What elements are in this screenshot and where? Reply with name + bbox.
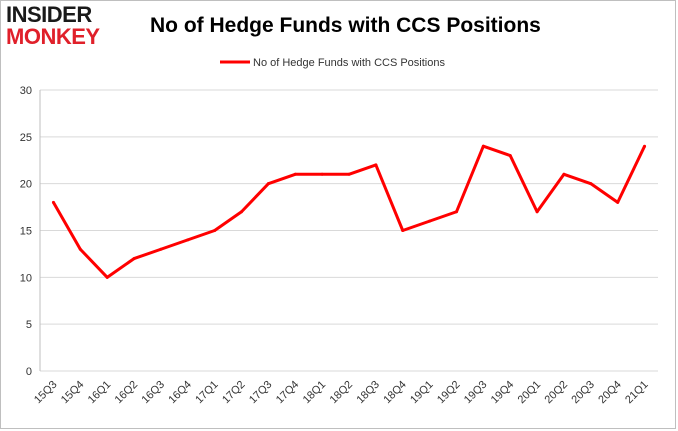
y-tick-label: 20 xyxy=(20,179,32,191)
x-tick-label: 20Q1 xyxy=(516,379,544,407)
data-point xyxy=(266,182,270,186)
x-tick-label: 20Q3 xyxy=(569,379,597,407)
chart-title: No of Hedge Funds with CCS Positions xyxy=(150,14,541,37)
x-axis-ticks: 15Q3 15Q4 16Q1 16Q2 16Q3 16Q4 17Q1 17Q2 17Q3 17Q4… xyxy=(32,379,651,407)
x-tick-label: 16Q3 xyxy=(140,379,168,407)
x-tick-label: 17Q2 xyxy=(220,379,248,407)
data-point xyxy=(401,229,405,232)
x-tick-label: 17Q1 xyxy=(193,379,221,407)
y-tick-label: 10 xyxy=(20,272,32,284)
insider-monkey-logo: INSIDER MONKEY xyxy=(6,4,126,48)
data-point xyxy=(320,172,324,176)
x-tick-label: 19Q2 xyxy=(435,379,463,407)
x-tick-label: 20Q2 xyxy=(543,379,571,407)
x-tick-label: 18Q4 xyxy=(381,379,409,407)
y-tick-label: 30 xyxy=(20,85,32,97)
data-point xyxy=(78,247,82,251)
data-point xyxy=(481,144,485,148)
logo-line-2: MONKEY xyxy=(6,24,100,49)
y-tick-label: 25 xyxy=(20,132,32,144)
series-line xyxy=(52,144,646,279)
y-tick-label: 0 xyxy=(26,366,32,378)
data-point xyxy=(508,154,512,158)
x-tick-label: 17Q4 xyxy=(274,379,302,407)
grid-lines xyxy=(39,89,658,372)
x-tick-label: 16Q2 xyxy=(113,379,141,407)
x-tick-label: 20Q4 xyxy=(596,379,624,407)
data-point xyxy=(428,219,432,223)
x-tick-label: 19Q4 xyxy=(489,379,517,407)
data-point xyxy=(159,247,163,251)
x-tick-label: 18Q3 xyxy=(354,379,382,407)
x-tick-label: 16Q1 xyxy=(86,379,114,407)
x-tick-label: 15Q4 xyxy=(59,379,87,407)
data-point xyxy=(240,210,244,214)
x-tick-label: 17Q3 xyxy=(247,379,275,407)
x-tick-label: 19Q3 xyxy=(462,379,490,407)
x-tick-label: 18Q2 xyxy=(328,379,356,407)
legend-label: No of Hedge Funds with CCS Positions xyxy=(253,57,445,69)
x-tick-label: 18Q1 xyxy=(301,379,329,407)
data-point xyxy=(589,182,593,186)
series-group xyxy=(51,144,647,279)
y-axis-ticks: 0 5 10 15 20 25 30 xyxy=(20,85,32,378)
data-point xyxy=(374,163,378,167)
data-point xyxy=(616,200,620,204)
x-tick-label: 16Q4 xyxy=(166,379,194,407)
data-point xyxy=(213,229,217,232)
data-point xyxy=(186,238,190,242)
data-point xyxy=(454,210,458,214)
y-tick-label: 15 xyxy=(20,226,32,238)
data-point xyxy=(562,172,566,176)
legend: No of Hedge Funds with CCS Positions xyxy=(220,57,445,69)
data-point xyxy=(132,257,136,261)
data-point xyxy=(51,200,55,204)
x-tick-label: 15Q3 xyxy=(32,379,60,407)
y-tick-label: 5 xyxy=(26,319,32,331)
data-point xyxy=(535,210,539,214)
x-tick-label: 19Q1 xyxy=(408,379,436,407)
data-point xyxy=(347,172,351,176)
x-tick-label: 21Q1 xyxy=(623,379,651,407)
data-point xyxy=(643,144,647,148)
data-point xyxy=(105,275,109,279)
logo-line-1: INSIDER xyxy=(6,2,92,27)
data-point xyxy=(293,172,297,176)
